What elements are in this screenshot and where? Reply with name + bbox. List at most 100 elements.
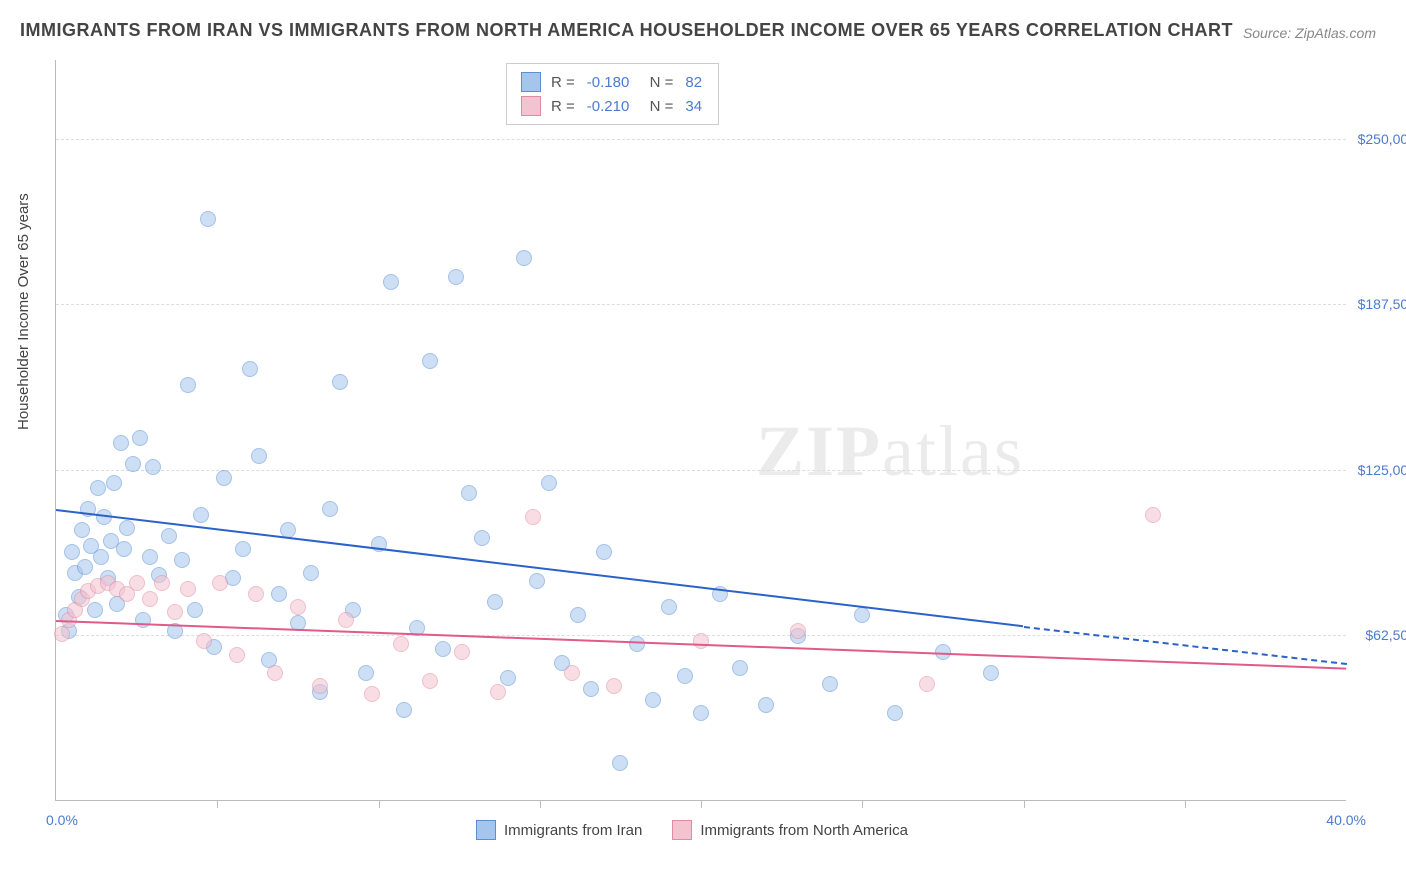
x-tick	[1024, 800, 1025, 808]
x-tick	[379, 800, 380, 808]
data-point	[854, 607, 870, 623]
data-point	[113, 435, 129, 451]
data-point	[435, 641, 451, 657]
data-point	[129, 575, 145, 591]
data-point	[758, 697, 774, 713]
data-point	[154, 575, 170, 591]
data-point	[196, 633, 212, 649]
data-point	[235, 541, 251, 557]
data-point	[983, 665, 999, 681]
data-point	[396, 702, 412, 718]
data-point	[77, 559, 93, 575]
data-point	[596, 544, 612, 560]
data-point	[193, 507, 209, 523]
legend-item-na: Immigrants from North America	[672, 820, 908, 840]
watermark: ZIPatlas	[756, 410, 1024, 493]
data-point	[271, 586, 287, 602]
x-tick	[217, 800, 218, 808]
data-point	[64, 544, 80, 560]
data-point	[248, 586, 264, 602]
y-axis-title: Householder Income Over 65 years	[15, 193, 32, 430]
swatch-iran-2	[476, 820, 496, 840]
data-point	[645, 692, 661, 708]
data-point	[529, 573, 545, 589]
data-point	[216, 470, 232, 486]
data-point	[135, 612, 151, 628]
source-attribution: Source: ZipAtlas.com	[1243, 25, 1376, 41]
data-point	[461, 485, 477, 501]
x-tick	[701, 800, 702, 808]
data-point	[87, 602, 103, 618]
swatch-na-2	[672, 820, 692, 840]
data-point	[251, 448, 267, 464]
data-point	[174, 552, 190, 568]
data-point	[732, 660, 748, 676]
data-point	[570, 607, 586, 623]
data-point	[490, 684, 506, 700]
gridline	[56, 470, 1346, 471]
data-point	[106, 475, 122, 491]
gridline	[56, 304, 1346, 305]
data-point	[919, 676, 935, 692]
data-point	[90, 480, 106, 496]
data-point	[93, 549, 109, 565]
data-point	[74, 522, 90, 538]
swatch-na	[521, 96, 541, 116]
data-point	[525, 509, 541, 525]
data-point	[822, 676, 838, 692]
data-point	[187, 602, 203, 618]
data-point	[212, 575, 228, 591]
x-tick	[862, 800, 863, 808]
x-axis-min-label: 0.0%	[46, 812, 78, 828]
data-point	[180, 377, 196, 393]
data-point	[312, 678, 328, 694]
data-point	[364, 686, 380, 702]
data-point	[119, 520, 135, 536]
data-point	[161, 528, 177, 544]
data-point	[267, 665, 283, 681]
data-point	[358, 665, 374, 681]
data-point	[677, 668, 693, 684]
data-point	[142, 591, 158, 607]
data-point	[242, 361, 258, 377]
data-point	[322, 501, 338, 517]
legend-item-iran: Immigrants from Iran	[476, 820, 642, 840]
data-point	[383, 274, 399, 290]
data-point	[487, 594, 503, 610]
data-point	[564, 665, 580, 681]
data-point	[180, 581, 196, 597]
data-point	[332, 374, 348, 390]
data-point	[116, 541, 132, 557]
x-tick	[540, 800, 541, 808]
data-point	[629, 636, 645, 652]
y-tick-label: $125,000	[1346, 462, 1406, 478]
legend-row-na: R =-0.210 N =34	[521, 94, 704, 118]
data-point	[661, 599, 677, 615]
x-tick	[1185, 800, 1186, 808]
data-point	[125, 456, 141, 472]
chart-title: IMMIGRANTS FROM IRAN VS IMMIGRANTS FROM …	[20, 20, 1233, 41]
data-point	[142, 549, 158, 565]
data-point	[612, 755, 628, 771]
series-legend: Immigrants from Iran Immigrants from Nor…	[476, 820, 908, 840]
data-point	[303, 565, 319, 581]
x-axis-max-label: 40.0%	[1326, 812, 1366, 828]
data-point	[145, 459, 161, 475]
data-point	[693, 705, 709, 721]
data-point	[422, 673, 438, 689]
data-point	[200, 211, 216, 227]
data-point	[290, 599, 306, 615]
data-point	[693, 633, 709, 649]
gridline	[56, 139, 1346, 140]
correlation-legend: R =-0.180 N =82 R =-0.210 N =34	[506, 63, 719, 125]
data-point	[606, 678, 622, 694]
y-tick-label: $62,500	[1346, 627, 1406, 643]
y-tick-label: $187,500	[1346, 296, 1406, 312]
data-point	[229, 647, 245, 663]
data-point	[338, 612, 354, 628]
trend-line	[56, 620, 1346, 670]
data-point	[516, 250, 532, 266]
legend-row-iran: R =-0.180 N =82	[521, 70, 704, 94]
swatch-iran	[521, 72, 541, 92]
data-point	[541, 475, 557, 491]
